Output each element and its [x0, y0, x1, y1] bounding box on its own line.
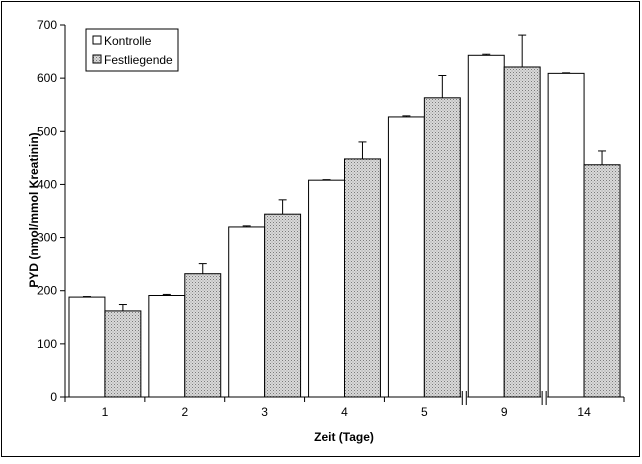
y-tick-label: 100 — [37, 337, 57, 351]
x-tick-label: 1 — [102, 405, 109, 419]
y-tick-label: 700 — [37, 18, 57, 32]
y-tick-label: 600 — [37, 71, 57, 85]
bar-kontrolle-3 — [228, 226, 266, 398]
y-tick-label: 300 — [37, 231, 57, 245]
legend-label-kontrolle: Kontrolle — [104, 34, 152, 48]
axis-break-gap — [461, 391, 468, 405]
bar-kontrolle-2 — [148, 294, 186, 398]
x-tick-label: 4 — [341, 405, 348, 419]
y-axis: 0 100 200 300 400 500 600 700 — [37, 18, 66, 404]
legend-swatch-festliegende — [92, 54, 102, 64]
legend-label-festliegende: Festliegende — [104, 53, 173, 67]
x-axis-title: Zeit (Tage) — [314, 430, 374, 444]
bar-kontrolle-14 — [547, 72, 585, 398]
bar-festliegende-2 — [184, 273, 222, 398]
bar-festliegende-5 — [423, 97, 461, 398]
y-tick-label: 200 — [37, 284, 57, 298]
bars-group — [68, 34, 621, 398]
y-tick-label: 500 — [37, 124, 57, 138]
axis-break-gap — [541, 391, 548, 405]
legend: Kontrolle Festliegende — [85, 28, 179, 72]
bar-kontrolle-5 — [387, 116, 425, 398]
bar-kontrolle-9 — [467, 54, 505, 398]
bar-festliegende-3 — [264, 213, 302, 398]
bar-festliegende-1 — [104, 310, 142, 398]
bar-festliegende-9 — [503, 66, 541, 398]
x-tick-label: 2 — [181, 405, 188, 419]
x-tick-label: 14 — [577, 405, 591, 419]
bar-festliegende-4 — [344, 158, 381, 398]
x-tick-label: 5 — [421, 405, 428, 419]
y-tick-label: 0 — [50, 390, 57, 404]
y-axis-title: PYD (nmol/mmol Kreatinin) — [27, 132, 41, 287]
legend-swatch-kontrolle — [92, 35, 102, 45]
bar-kontrolle-4 — [308, 179, 346, 398]
bar-festliegende-14 — [583, 164, 621, 398]
bar-kontrolle-1 — [68, 296, 106, 398]
x-tick-label: 3 — [261, 405, 268, 419]
x-tick-label: 9 — [501, 405, 508, 419]
y-tick-label: 400 — [37, 177, 57, 191]
